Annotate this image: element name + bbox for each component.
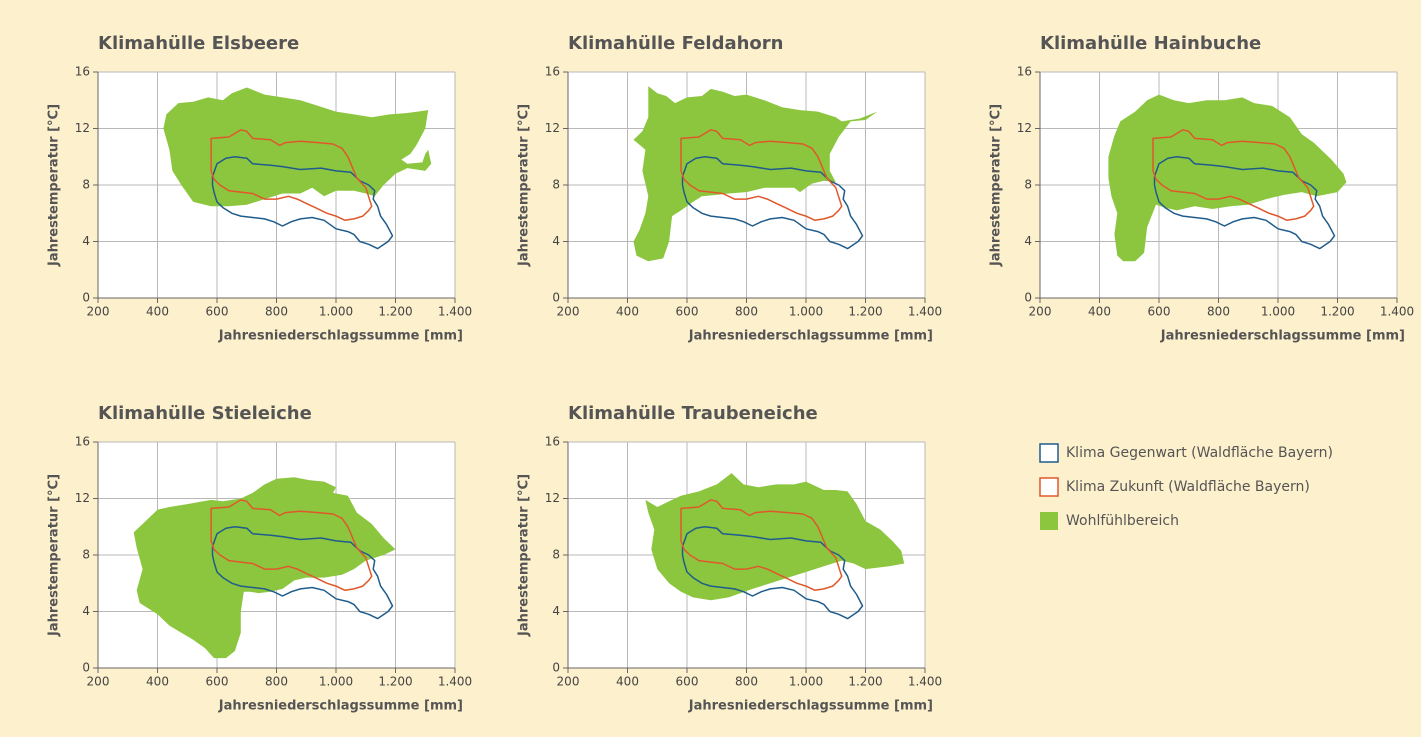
legend-swatch xyxy=(1040,512,1058,530)
x-tick-label: 1.200 xyxy=(848,675,882,689)
x-tick-label: 1.400 xyxy=(908,675,942,689)
chart-title: Klimahülle Elsbeere xyxy=(98,33,299,54)
y-tick-label: 4 xyxy=(82,604,90,618)
y-tick-label: 12 xyxy=(75,491,90,505)
legend-swatch xyxy=(1039,477,1059,497)
y-tick-label: 16 xyxy=(75,435,90,449)
chart-title: Klimahülle Hainbuche xyxy=(1040,33,1261,54)
legend-label: Klima Zukunft (Waldfläche Bayern) xyxy=(1066,479,1310,495)
chart-title: Klimahülle Feldahorn xyxy=(568,33,783,54)
x-axis-title: Jahresniederschlagssumme [mm] xyxy=(218,699,463,714)
y-tick-label: 16 xyxy=(75,65,90,79)
y-axis-title: Jahrestemperatur [°C] xyxy=(47,104,62,267)
y-axis-title: Jahrestemperatur [°C] xyxy=(47,474,62,637)
comfort-area xyxy=(633,86,878,262)
x-tick-label: 1.400 xyxy=(908,305,942,319)
comfort-area xyxy=(133,477,396,659)
climate-outline xyxy=(211,156,394,250)
climate-outline xyxy=(681,526,864,620)
y-tick-label: 8 xyxy=(1024,178,1032,192)
comfort-area xyxy=(1108,94,1347,262)
y-axis-title: Jahrestemperatur [°C] xyxy=(989,104,1004,267)
climate-outline xyxy=(210,129,373,222)
legend-label: Wohlfühlbereich xyxy=(1066,513,1179,529)
comfort-area xyxy=(163,87,432,207)
x-axis-title: Jahresniederschlagssumme [mm] xyxy=(688,699,933,714)
y-axis-title: Jahrestemperatur [°C] xyxy=(517,104,532,267)
x-tick-label: 800 xyxy=(265,305,288,319)
y-axis-title: Jahrestemperatur [°C] xyxy=(517,474,532,637)
y-tick-label: 4 xyxy=(552,604,560,618)
climate-outline xyxy=(680,129,843,222)
x-tick-label: 200 xyxy=(87,305,110,319)
y-tick-label: 4 xyxy=(82,234,90,248)
x-tick-label: 200 xyxy=(557,305,580,319)
y-tick-label: 12 xyxy=(75,121,90,135)
x-tick-label: 400 xyxy=(146,305,169,319)
x-tick-label: 400 xyxy=(616,305,639,319)
x-tick-label: 1.400 xyxy=(1380,305,1414,319)
x-tick-label: 1.000 xyxy=(1261,305,1295,319)
x-tick-label: 800 xyxy=(735,305,758,319)
y-tick-label: 12 xyxy=(545,121,560,135)
x-tick-label: 400 xyxy=(146,675,169,689)
x-tick-label: 1.000 xyxy=(319,305,353,319)
climate-outline xyxy=(1152,129,1315,222)
y-tick-label: 8 xyxy=(82,178,90,192)
x-tick-label: 600 xyxy=(676,675,699,689)
y-tick-label: 0 xyxy=(552,661,560,675)
x-tick-label: 600 xyxy=(676,305,699,319)
x-tick-label: 800 xyxy=(1207,305,1230,319)
x-tick-label: 1.000 xyxy=(789,675,823,689)
y-tick-label: 16 xyxy=(545,65,560,79)
x-tick-label: 1.400 xyxy=(438,675,472,689)
x-tick-label: 1.200 xyxy=(378,675,412,689)
y-tick-label: 16 xyxy=(545,435,560,449)
x-tick-label: 400 xyxy=(616,675,639,689)
y-tick-label: 4 xyxy=(1024,234,1032,248)
y-tick-label: 8 xyxy=(82,548,90,562)
x-tick-label: 600 xyxy=(206,675,229,689)
x-tick-label: 200 xyxy=(557,675,580,689)
y-tick-label: 8 xyxy=(552,548,560,562)
y-tick-label: 12 xyxy=(545,491,560,505)
x-tick-label: 800 xyxy=(265,675,288,689)
x-axis-title: Jahresniederschlagssumme [mm] xyxy=(1160,329,1405,344)
climate-outline xyxy=(681,156,864,250)
x-tick-label: 1.400 xyxy=(438,305,472,319)
x-tick-label: 600 xyxy=(206,305,229,319)
y-tick-label: 0 xyxy=(1024,291,1032,305)
y-tick-label: 0 xyxy=(82,291,90,305)
chart-title: Klimahülle Traubeneiche xyxy=(568,403,818,424)
y-tick-label: 4 xyxy=(552,234,560,248)
x-tick-label: 1.200 xyxy=(848,305,882,319)
x-tick-label: 1.000 xyxy=(319,675,353,689)
y-tick-label: 0 xyxy=(552,291,560,305)
x-axis-title: Jahresniederschlagssumme [mm] xyxy=(218,329,463,344)
x-tick-label: 200 xyxy=(87,675,110,689)
legend-swatch xyxy=(1039,443,1059,463)
x-tick-label: 1.200 xyxy=(1320,305,1354,319)
y-tick-label: 8 xyxy=(552,178,560,192)
x-tick-label: 800 xyxy=(735,675,758,689)
comfort-area xyxy=(645,473,905,601)
x-tick-label: 1.200 xyxy=(378,305,412,319)
x-tick-label: 600 xyxy=(1148,305,1171,319)
x-axis-title: Jahresniederschlagssumme [mm] xyxy=(688,329,933,344)
chart-title: Klimahülle Stieleiche xyxy=(98,403,312,424)
y-tick-label: 16 xyxy=(1017,65,1032,79)
legend-label: Klima Gegenwart (Waldfläche Bayern) xyxy=(1066,445,1333,461)
y-tick-label: 0 xyxy=(82,661,90,675)
climate-outline xyxy=(211,526,394,620)
x-tick-label: 1.000 xyxy=(789,305,823,319)
x-tick-label: 400 xyxy=(1088,305,1111,319)
y-tick-label: 12 xyxy=(1017,121,1032,135)
x-tick-label: 200 xyxy=(1029,305,1052,319)
climate-outline xyxy=(210,499,373,592)
climate-outline xyxy=(1153,156,1336,250)
climate-outline xyxy=(680,499,843,592)
